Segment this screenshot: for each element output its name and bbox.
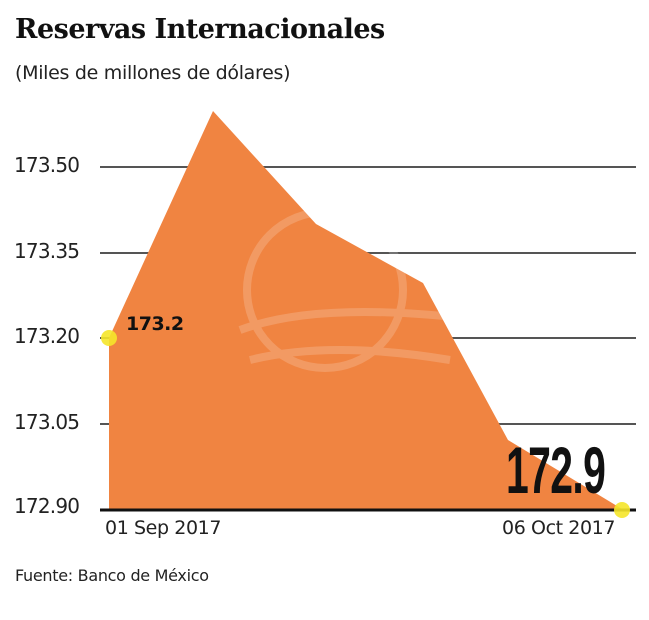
end-marker	[614, 502, 630, 518]
x-tick-label-start: 01 Sep 2017	[105, 517, 222, 539]
start-marker	[101, 330, 117, 346]
start-value-label: 173.2	[126, 313, 184, 335]
chart-title: Reservas Internacionales	[15, 14, 385, 45]
y-tick-label: 173.20	[14, 324, 80, 348]
end-value-label: 172.9	[506, 433, 606, 507]
x-tick-label-end: 06 Oct 2017	[502, 517, 616, 539]
y-tick-label: 172.90	[14, 494, 80, 518]
reserves-area	[109, 111, 622, 510]
y-tick-label: 173.05	[14, 410, 80, 434]
watermark-emblem-icon	[238, 208, 481, 372]
y-tick-label: 173.50	[14, 153, 80, 177]
source-note: Fuente: Banco de México	[15, 566, 209, 585]
y-tick-label: 173.35	[14, 239, 80, 263]
chart-subtitle: (Miles de millones de dólares)	[15, 62, 291, 84]
